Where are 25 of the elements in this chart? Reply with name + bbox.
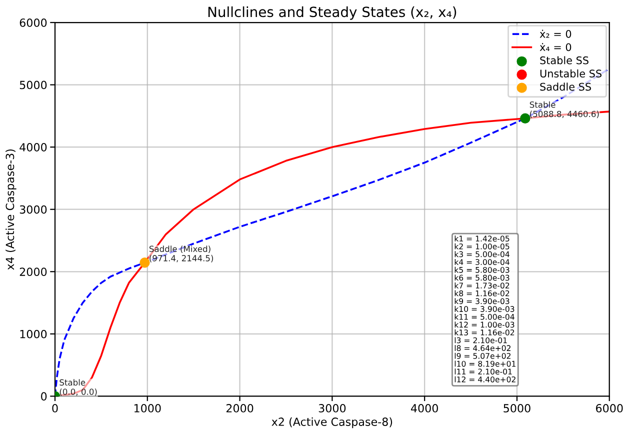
y-tick-label: 5000: [20, 80, 47, 90]
annotation: Stable (5088.8, 4460.6): [530, 101, 599, 118]
x-tick-label: 0: [52, 404, 58, 412]
chart-title: Nullclines and Steady States (x₂, x₄): [208, 6, 456, 20]
legend-label: Saddle SS: [540, 82, 591, 91]
annotation: Saddle (Mixed) (971.4, 2144.5): [149, 246, 214, 262]
annotation: Stable (0.0, 0.0): [60, 379, 97, 396]
x-tick-label: 3000: [318, 404, 346, 412]
y-axis-title: x4 (Active Caspase-3): [6, 149, 16, 270]
y-tick-label: 6000: [20, 18, 47, 27]
y-tick-label: 1000: [20, 330, 47, 338]
y-tick-label: 2000: [20, 268, 47, 276]
legend-label: Stable SS: [540, 56, 588, 64]
legend-label: ẋ₂ = 0: [540, 30, 572, 38]
x-axis-title: x2 (Active Caspase-8): [272, 417, 392, 428]
x-tick-label: 2000: [226, 404, 254, 412]
x-tick-label: 1000: [134, 404, 161, 412]
x-tick-label: 5000: [504, 404, 530, 412]
x-tick-label: 4000: [410, 404, 438, 412]
legend-label: Unstable SS: [540, 69, 602, 78]
x-tick-label: 6000: [596, 404, 623, 412]
y-tick-label: 3000: [20, 205, 47, 214]
y-tick-label: 4000: [20, 143, 47, 152]
legend-label: ẋ₄ = 0: [540, 43, 572, 52]
y-tick-label: 0: [41, 392, 47, 401]
